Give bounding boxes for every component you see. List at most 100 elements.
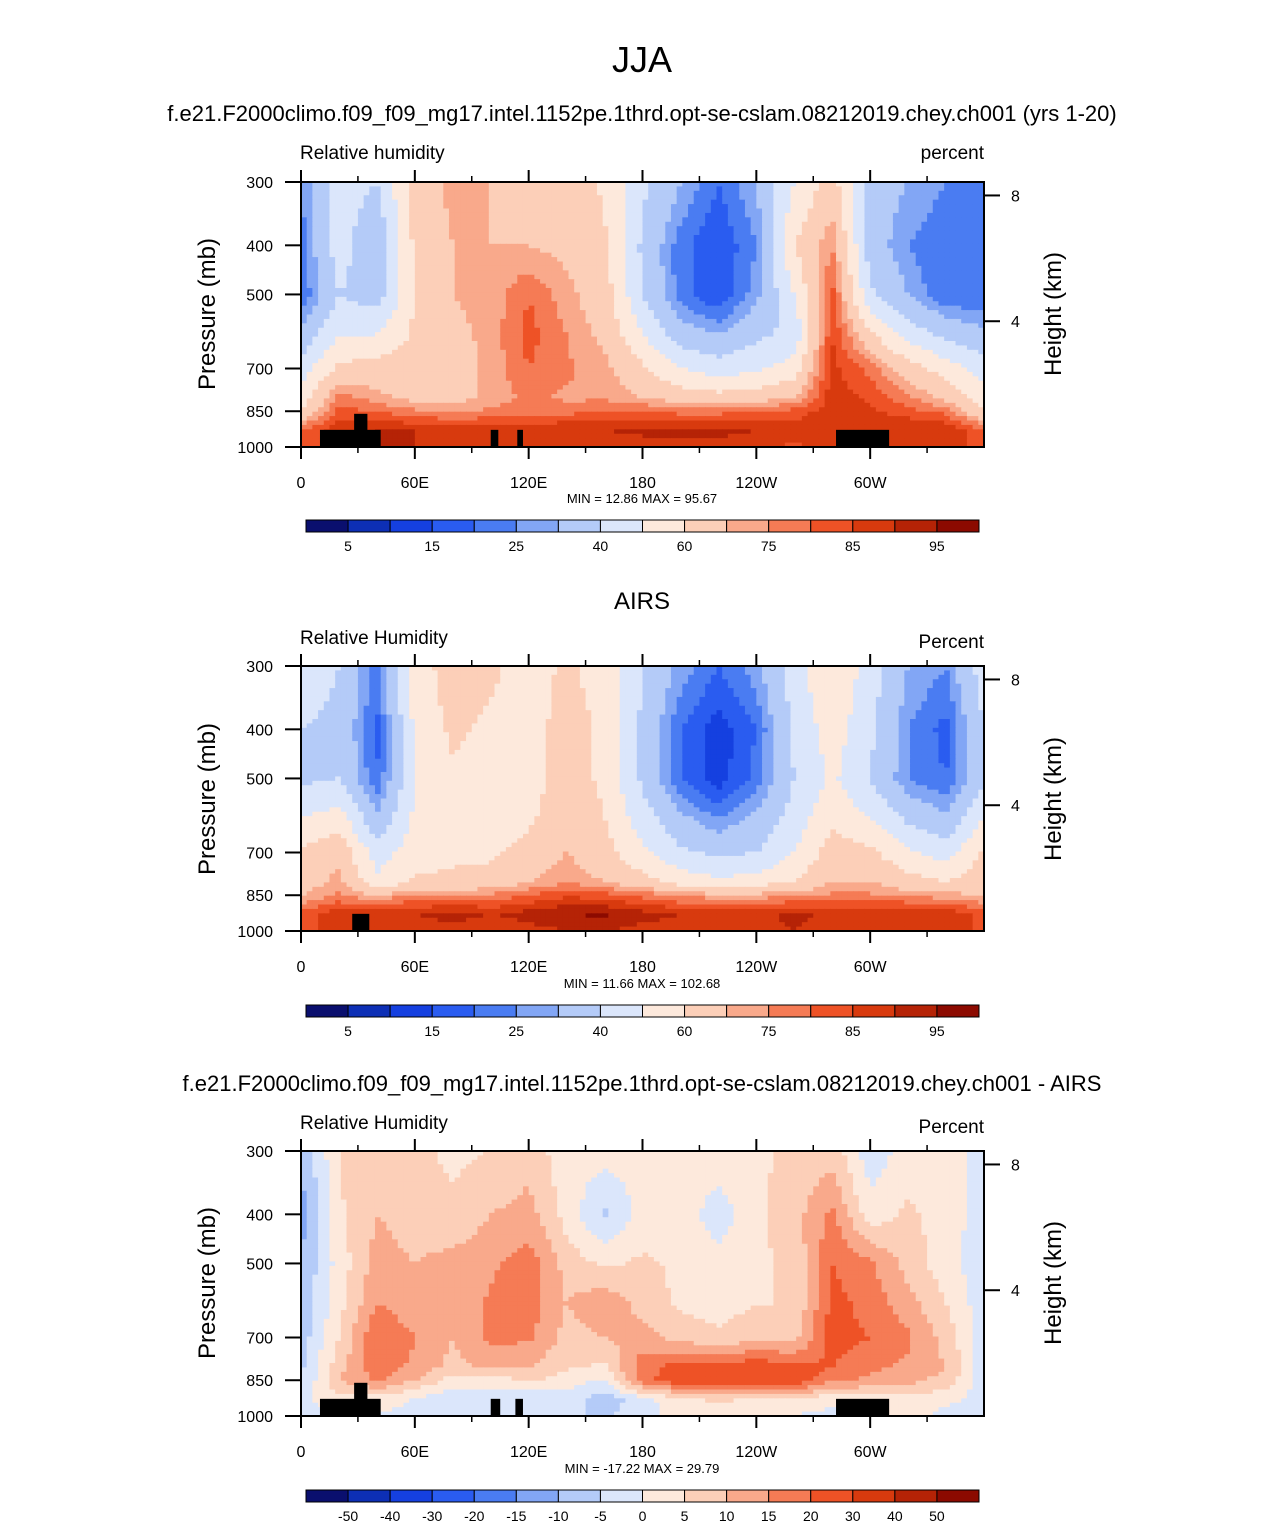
contour-cell [756, 213, 762, 218]
contour-cell [893, 332, 899, 337]
contour-cell [870, 288, 876, 293]
contour-cell [864, 292, 870, 297]
contour-cell [716, 226, 722, 231]
contour-cell [716, 315, 722, 320]
contour-cell [967, 341, 973, 346]
contour-cell [517, 248, 523, 253]
contour-cell [677, 301, 683, 306]
contour-cell [859, 284, 865, 289]
contour-cell [847, 262, 853, 267]
contour-cell [625, 292, 631, 297]
contour-cell [506, 363, 512, 368]
contour-cell [773, 359, 779, 364]
contour-cell [608, 279, 614, 284]
contour-cell [364, 288, 370, 293]
contour-cell [745, 345, 751, 350]
contour-cell [364, 186, 370, 191]
contour-cell [870, 310, 876, 315]
contour-cell [859, 235, 865, 240]
contour-cell [432, 341, 438, 346]
contour-cell [563, 315, 569, 320]
contour-cell [352, 239, 358, 244]
contour-cell [660, 284, 666, 289]
contour-cell [512, 217, 518, 222]
contour-cell [477, 350, 483, 355]
contour-cell [352, 217, 358, 222]
contour-cell [449, 226, 455, 231]
contour-cell [398, 275, 404, 280]
contour-cell [449, 337, 455, 342]
contour-cell [660, 337, 666, 342]
contour-cell [705, 266, 711, 271]
contour-cell [836, 350, 842, 355]
contour-cell [779, 257, 785, 262]
contour-cell [557, 217, 563, 222]
contour-cell [392, 323, 398, 328]
contour-cell [529, 319, 535, 324]
contour-cell [392, 195, 398, 200]
contour-cell [375, 292, 381, 297]
contour-cell [523, 337, 529, 342]
contour-cell [899, 266, 905, 271]
contour-cell [938, 275, 944, 280]
contour-cell [904, 279, 910, 284]
contour-cell [318, 350, 324, 355]
contour-cell [825, 253, 831, 258]
contour-cell [910, 332, 916, 337]
contour-cell [876, 213, 882, 218]
contour-cell [335, 248, 341, 253]
contour-cell [620, 266, 626, 271]
contour-cell [899, 332, 905, 337]
contour-cell [426, 363, 432, 368]
contour-cell [364, 363, 370, 368]
contour-cell [745, 310, 751, 315]
contour-cell [512, 337, 518, 342]
contour-cell [762, 350, 768, 355]
contour-cell [364, 209, 370, 214]
contour-cell [500, 235, 506, 240]
contour-cell [927, 226, 933, 231]
contour-cell [438, 301, 444, 306]
contour-cell [620, 213, 626, 218]
contour-cell [608, 253, 614, 258]
contour-cell [614, 345, 620, 350]
contour-cell [938, 248, 944, 253]
contour-cell [910, 319, 916, 324]
contour-cell [699, 319, 705, 324]
contour-cell [756, 284, 762, 289]
contour-cell [381, 341, 387, 346]
contour-cell [887, 350, 893, 355]
contour-cell [438, 191, 444, 196]
contour-cell [512, 248, 518, 253]
contour-cell [859, 354, 865, 359]
contour-cell [751, 288, 757, 293]
contour-cell [847, 222, 853, 227]
contour-cell [569, 306, 575, 311]
contour-cell [358, 345, 364, 350]
contour-cell [842, 191, 848, 196]
contour-cell [904, 270, 910, 275]
contour-cell [847, 195, 853, 200]
contour-cell [773, 284, 779, 289]
contour-cell [933, 209, 939, 214]
contour-cell [722, 222, 728, 227]
contour-cell [375, 323, 381, 328]
contour-cell [643, 195, 649, 200]
contour-cell [455, 191, 461, 196]
contour-cell [665, 244, 671, 249]
contour-cell [591, 350, 597, 355]
contour-cell [324, 319, 330, 324]
contour-cell [961, 279, 967, 284]
contour-cell [631, 222, 637, 227]
contour-cell [614, 191, 620, 196]
contour-cell [455, 226, 461, 231]
contour-cell [688, 297, 694, 302]
contour-cell [956, 354, 962, 359]
contour-cell [734, 292, 740, 297]
contour-cell [329, 279, 335, 284]
contour-cell [449, 186, 455, 191]
contour-cell [671, 301, 677, 306]
contour-cell [603, 332, 609, 337]
contour-cell [591, 195, 597, 200]
